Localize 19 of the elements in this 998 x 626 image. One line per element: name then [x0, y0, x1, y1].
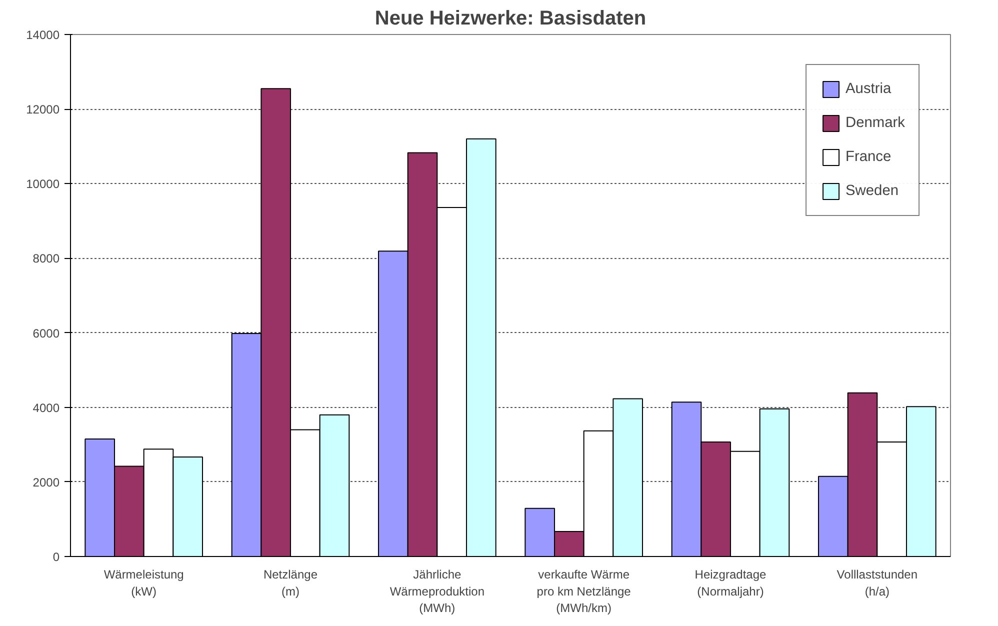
- y-tick-label: 6000: [32, 326, 60, 340]
- chart-title: Neue Heizwerke: Basisdaten: [374, 8, 646, 30]
- y-tick-label: 0: [52, 550, 60, 564]
- x-tick-label: Netzlänge (m): [263, 568, 318, 598]
- legend-label: Sweden: [846, 183, 898, 199]
- x-tick-label: Volllaststunden (h/a): [836, 568, 918, 598]
- y-tick-label: 8000: [32, 252, 60, 266]
- legend-label: France: [846, 149, 892, 165]
- x-tick-label: Jährliche Wärmeproduktion (MWh): [390, 568, 485, 616]
- legend-label: Denmark: [846, 115, 905, 131]
- x-tick-label: verkaufte Wärme pro km Netzlänge (MWh/km): [536, 568, 632, 616]
- y-tick-label: 10000: [26, 177, 60, 192]
- y-tick-label: 4000: [32, 400, 60, 415]
- legend-label: Austria: [846, 81, 892, 97]
- x-tick-label: Heizgradtage (Normaljahr): [694, 568, 767, 598]
- y-tick-label: 14000: [26, 28, 60, 42]
- y-tick-label: 12000: [26, 102, 60, 117]
- x-tick-label: Wärmeleistung (kW): [104, 568, 184, 598]
- y-tick-label: 2000: [32, 475, 60, 490]
